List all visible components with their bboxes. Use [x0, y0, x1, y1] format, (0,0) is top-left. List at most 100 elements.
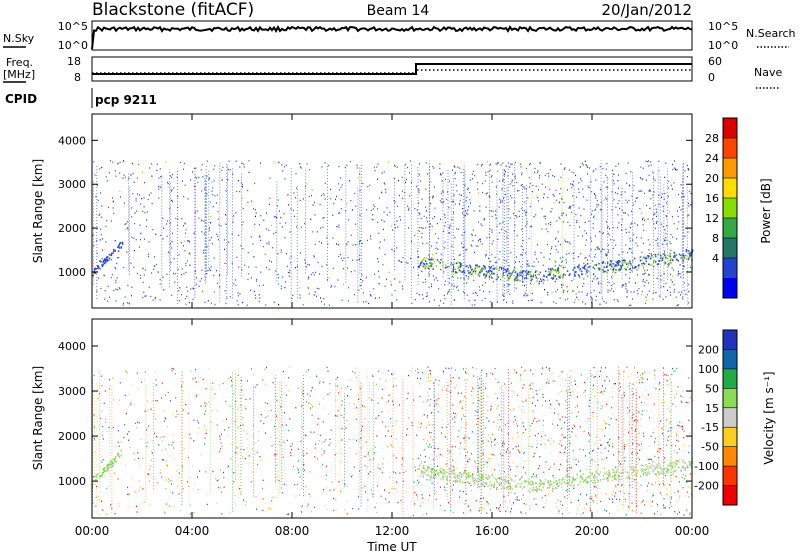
power-early-band-point	[94, 271, 97, 274]
power-echo-point	[218, 224, 220, 226]
velocity-echo-point	[390, 418, 392, 420]
power-echo-band-point	[525, 276, 527, 279]
velocity-echo-point	[146, 429, 148, 431]
power-echo-point	[689, 190, 691, 193]
power-echo-point	[455, 184, 457, 186]
velocity-echo-point	[629, 484, 631, 487]
power-echo-point	[377, 258, 379, 260]
velocity-echo-point	[536, 490, 538, 493]
velocity-echo-point	[541, 404, 543, 406]
power-echo-point	[679, 273, 681, 275]
velocity-echo-band-point	[538, 485, 541, 487]
velocity-echo-point	[530, 387, 532, 390]
velocity-echo-point	[486, 461, 488, 463]
power-echo-point	[479, 205, 481, 207]
velocity-echo-point	[365, 491, 366, 493]
velocity-echo-point	[418, 421, 419, 423]
power-echo-point	[433, 186, 435, 188]
velocity-echo-point	[311, 414, 313, 416]
velocity-echo-point	[547, 378, 549, 380]
power-echo-band-point	[508, 276, 511, 279]
power-echo-point	[581, 180, 583, 182]
velocity-echo-band-point	[627, 474, 629, 476]
velocity-echo-point	[524, 460, 526, 462]
beam-title: Beam 14	[367, 3, 430, 19]
power-early-band-point	[105, 259, 107, 261]
velocity-echo-point	[472, 366, 474, 369]
power-echo-point	[599, 188, 601, 191]
power-echo-point	[552, 267, 554, 270]
power-echo-point	[649, 207, 651, 209]
velocity-echo-point	[608, 444, 610, 446]
power-echo-point	[167, 181, 168, 184]
power-echo-point	[436, 222, 438, 225]
velocity-echo-point	[395, 457, 397, 459]
power-echo-point	[340, 177, 342, 179]
velocity-echo-point	[451, 470, 453, 472]
power-echo-point	[239, 190, 241, 193]
power-echo-band-point	[542, 278, 544, 281]
power-echo-band-point	[660, 256, 662, 259]
power-echo-point	[192, 171, 193, 173]
power-echo-point	[532, 191, 533, 193]
power-echo-point	[557, 289, 558, 291]
velocity-echo-point	[510, 382, 512, 384]
velocity-echo-point	[374, 446, 376, 448]
velocity-echo-point	[117, 441, 119, 443]
power-echo-point	[396, 220, 398, 222]
velocity-echo-point	[446, 494, 448, 496]
power-echo-point	[539, 162, 541, 164]
velocity-echo-point	[646, 398, 648, 400]
velocity-echo-point	[608, 498, 610, 500]
velocity-echo-point	[335, 497, 337, 499]
power-echo-point	[485, 255, 486, 257]
power-echo-point	[485, 171, 487, 174]
velocity-echo-point	[173, 447, 175, 449]
power-echo-point	[481, 225, 483, 227]
velocity-echo-band-point	[645, 464, 647, 466]
power-echo-point	[392, 229, 393, 231]
velocity-echo-point	[172, 441, 174, 444]
power-early-band-point	[108, 259, 110, 261]
velocity-echo-band-point	[605, 471, 608, 473]
velocity-echo-point	[479, 510, 480, 512]
power-echo-point	[446, 198, 448, 201]
velocity-echo-point	[245, 398, 247, 401]
power-echo-point	[607, 226, 609, 228]
power-echo-point	[506, 301, 507, 304]
velocity-echo-point	[308, 493, 310, 495]
power-echo-point	[302, 304, 304, 306]
power-echo-point	[163, 227, 164, 229]
velocity-echo-point	[529, 435, 531, 437]
power-echo-point	[189, 253, 191, 255]
velocity-echo-point	[425, 443, 427, 445]
power-echo-point	[664, 192, 666, 195]
power-echo-point	[212, 206, 214, 208]
power-echo-point	[511, 163, 513, 165]
velocity-echo-band-point	[442, 478, 444, 480]
velocity-echo-point	[182, 390, 184, 392]
velocity-echo-point	[571, 412, 573, 414]
power-echo-point	[488, 195, 490, 197]
velocity-echo-point	[467, 373, 469, 376]
velocity-echo-point	[505, 500, 506, 503]
velocity-echo-point	[641, 448, 643, 450]
velocity-echo-point	[659, 448, 661, 450]
power-echo-point	[316, 295, 317, 297]
power-echo-band-point	[452, 270, 455, 273]
power-echo-point	[569, 206, 571, 208]
power-echo-point	[194, 167, 196, 169]
power-echo-point	[459, 203, 460, 205]
power-echo-point	[355, 244, 357, 246]
power-echo-band-point	[617, 269, 620, 272]
power-echo-point	[667, 289, 669, 292]
power-echo-point	[568, 207, 570, 209]
velocity-echo-point	[564, 421, 566, 424]
power-echo-point	[566, 291, 568, 293]
velocity-echo-point	[497, 405, 499, 407]
power-echo-point	[282, 170, 284, 172]
velocity-echo-point	[681, 425, 683, 427]
power-echo-point	[378, 247, 380, 249]
velocity-echo-point	[249, 398, 251, 400]
velocity-echo-point	[682, 473, 684, 476]
